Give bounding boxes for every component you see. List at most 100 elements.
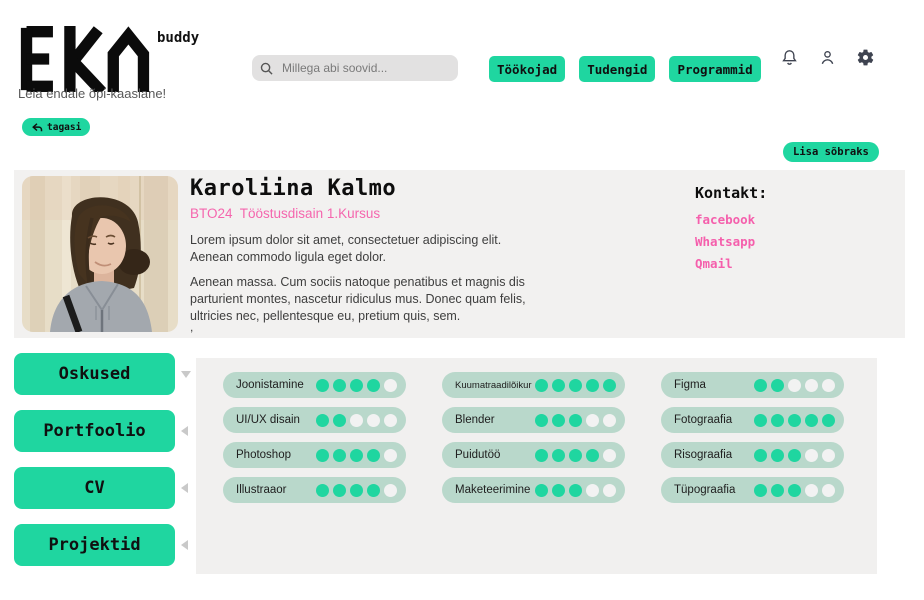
skill-level-dots [316, 448, 397, 462]
skill-level-dots [535, 378, 616, 392]
skill-level-dots [316, 413, 397, 427]
dot-filled [333, 448, 346, 462]
contact-links: facebook Whatsapp Qmail [695, 212, 755, 271]
search-icon [260, 62, 273, 75]
dot-filled [788, 483, 801, 497]
back-button-label: tagasi [47, 121, 82, 133]
profile-bio-paragraph: Lorem ipsum dolor sit amet, consectetuer… [190, 233, 502, 264]
settings-icon[interactable] [856, 48, 875, 67]
dot-filled [771, 448, 784, 462]
skill-level-dots [535, 448, 616, 462]
nav-button-tudengid[interactable]: Tudengid [579, 56, 656, 82]
dot-filled [552, 413, 565, 427]
sidebar-item-oskused[interactable]: Oskused [14, 353, 175, 395]
sidebar-item-portfoolio[interactable]: Portfoolio [14, 410, 175, 452]
dot-filled [771, 413, 784, 427]
dot-filled [316, 483, 329, 497]
dot-filled [771, 378, 784, 392]
dot-empty [822, 483, 835, 497]
dot-filled [788, 448, 801, 462]
profile-meta: BTO24 Tööstusdisain 1.Kursus [190, 206, 381, 221]
skill-label: UI/UX disain [236, 414, 300, 426]
dot-empty [586, 483, 599, 497]
dot-filled [333, 483, 346, 497]
contact-title: Kontakt: [695, 184, 768, 202]
skill-level-dots [535, 483, 616, 497]
skill-pill: Puidutöö [442, 442, 625, 468]
main-nav: Töökojad Tudengid Programmid [489, 56, 761, 82]
sidebar-item-cv[interactable]: CV [14, 467, 175, 509]
dot-empty [603, 483, 616, 497]
stray-comma: , [190, 320, 194, 334]
chevron-left-icon[interactable] [181, 540, 188, 550]
back-button[interactable]: tagasi [22, 118, 91, 136]
skills-column: Joonistamine UI/UX disain Photoshop Illustr… [223, 372, 406, 503]
dot-empty [822, 378, 835, 392]
skill-level-dots [754, 448, 835, 462]
skill-label: Risograafia [674, 449, 733, 461]
sidebar-row: Oskused [14, 353, 194, 395]
dot-filled [586, 448, 599, 462]
search-input[interactable] [280, 60, 450, 76]
skill-label: Kuumatraadilõikur [455, 379, 532, 391]
dot-empty [603, 448, 616, 462]
skills-panel: Joonistamine UI/UX disain Photoshop Illustr… [196, 358, 877, 574]
chevron-down-icon[interactable] [181, 370, 191, 378]
dot-filled [552, 378, 565, 392]
add-friend-button[interactable]: Lisa sõbraks [783, 142, 879, 162]
dot-filled [316, 378, 329, 392]
profile-card: Karoliina Kalmo BTO24 Tööstusdisain 1.Ku… [14, 170, 905, 338]
dot-filled [535, 413, 548, 427]
skill-level-dots [535, 413, 616, 427]
skill-pill: Photoshop [223, 442, 406, 468]
dot-filled [754, 378, 767, 392]
skill-label: Figma [674, 379, 706, 391]
dot-empty [805, 378, 818, 392]
sidebar-item-projektid[interactable]: Projektid [14, 524, 175, 566]
nav-button-töökojad[interactable]: Töökojad [489, 56, 566, 82]
dot-empty [384, 413, 397, 427]
chevron-left-icon[interactable] [181, 483, 188, 493]
skill-level-dots [754, 413, 835, 427]
header-icons [780, 48, 875, 67]
chevron-left-icon[interactable] [181, 426, 188, 436]
contact-link-whatsapp[interactable]: Whatsapp [695, 234, 756, 249]
dot-filled [350, 378, 363, 392]
skill-level-dots [754, 378, 835, 392]
skill-level-dots [754, 483, 835, 497]
dot-empty [805, 448, 818, 462]
user-icon[interactable] [818, 48, 837, 67]
sidebar-row: CV [14, 467, 194, 509]
skill-label: Tüpograafia [674, 484, 736, 496]
skill-label: Fotograafia [674, 414, 733, 426]
dot-filled [569, 483, 582, 497]
dot-filled [805, 413, 818, 427]
skill-pill: Blender [442, 407, 625, 433]
skills-column: Figma Fotograafia Risograafia Tüpograafia [661, 372, 844, 503]
skill-pill: Joonistamine [223, 372, 406, 398]
dot-empty [603, 413, 616, 427]
skill-level-dots [316, 378, 397, 392]
contact-link-facebook[interactable]: facebook [695, 212, 756, 227]
skill-label: Blender [455, 414, 495, 426]
dot-filled [754, 483, 767, 497]
dot-filled [754, 448, 767, 462]
profile-name: Karoliina Kalmo [190, 176, 397, 201]
skill-label: Illustraaor [236, 484, 287, 496]
nav-button-programmid[interactable]: Programmid [669, 56, 761, 82]
bell-icon[interactable] [780, 48, 799, 67]
dot-empty [822, 448, 835, 462]
dot-filled [552, 448, 565, 462]
contact-link-qmail[interactable]: Qmail [695, 256, 733, 271]
dot-empty [805, 483, 818, 497]
dot-empty [384, 378, 397, 392]
dot-filled [367, 378, 380, 392]
skill-pill: UI/UX disain [223, 407, 406, 433]
skill-pill: Kuumatraadilõikur [442, 372, 625, 398]
site-tagline: Leia endale õpi-kaaslane! [18, 86, 167, 101]
search-bar[interactable] [252, 55, 458, 81]
dot-filled [535, 483, 548, 497]
dot-filled [603, 378, 616, 392]
dot-filled [552, 483, 565, 497]
dot-empty [788, 378, 801, 392]
